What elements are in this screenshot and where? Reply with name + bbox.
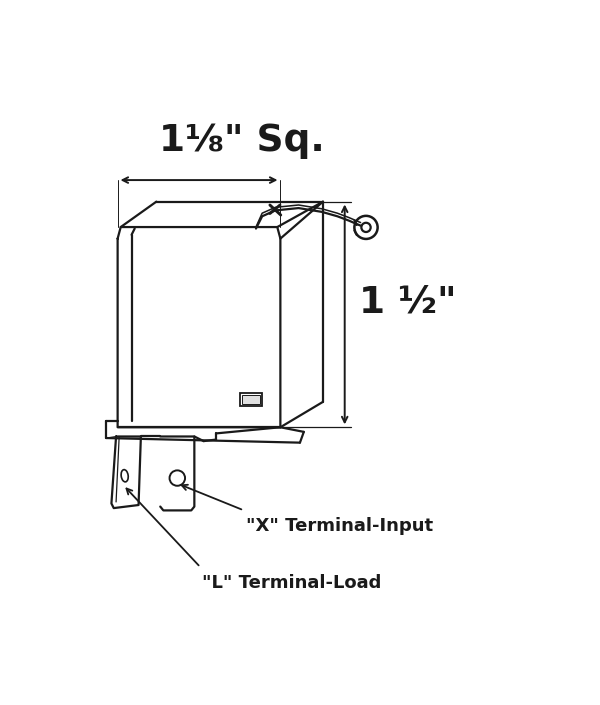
Text: 1⅛" Sq.: 1⅛" Sq. <box>159 123 325 159</box>
Text: "X" Terminal-Input: "X" Terminal-Input <box>245 517 433 534</box>
Text: "L" Terminal-Load: "L" Terminal-Load <box>202 574 382 591</box>
Text: 1 ½": 1 ½" <box>359 285 456 321</box>
Bar <box>242 395 260 404</box>
Bar <box>240 393 262 405</box>
